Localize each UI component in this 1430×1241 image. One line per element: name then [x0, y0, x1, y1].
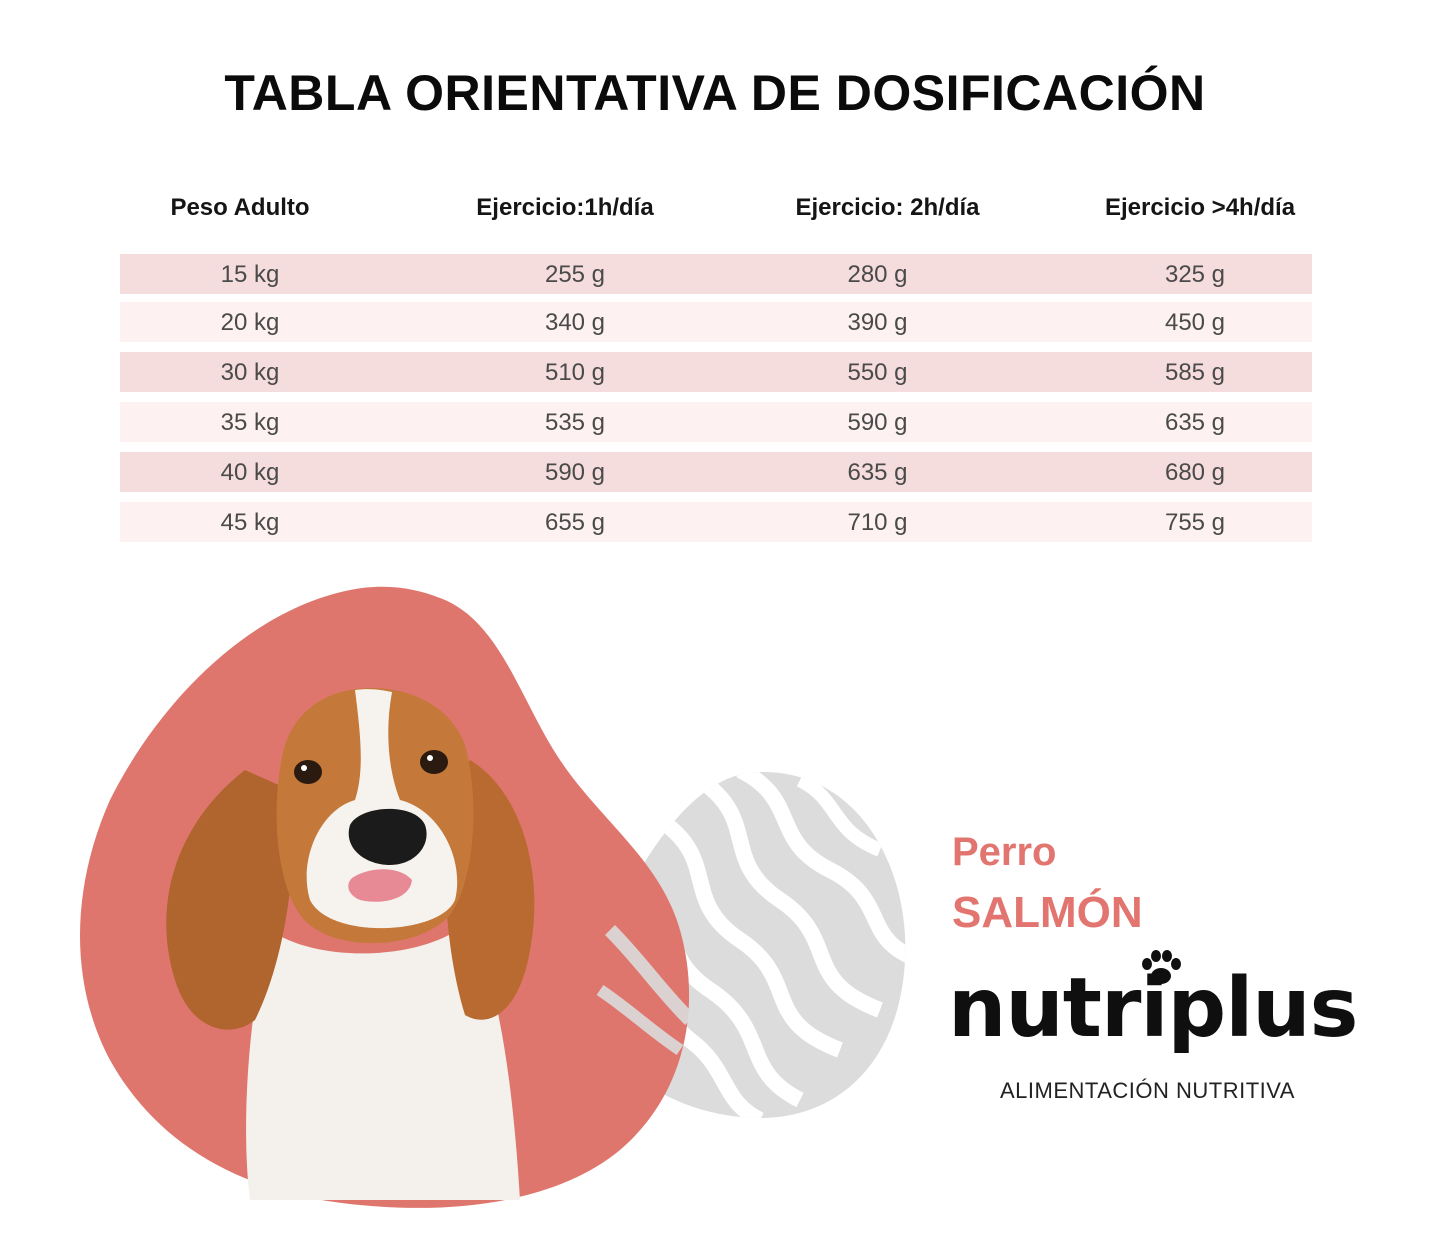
dosage-table: Peso Adulto Ejercicio:1h/día Ejercicio: … — [120, 190, 1312, 542]
cell-dose-4h: 635 g — [1164, 409, 1226, 436]
cell-dose-1h: 340 g — [544, 309, 606, 336]
cell-dose-4h: 450 g — [1164, 309, 1226, 336]
header-weight: Peso Adulto — [170, 194, 310, 221]
cell-weight: 20 kg — [220, 309, 280, 336]
table-row: 30 kg 510 g 550 g 585 g — [120, 352, 1312, 392]
table-row: 35 kg 535 g 590 g 635 g — [120, 402, 1312, 442]
header-exercise-1h: Ejercicio:1h/día — [476, 194, 654, 221]
table-row: 20 kg 340 g 390 g 450 g — [120, 302, 1312, 342]
beagle-puppy-photo — [166, 688, 535, 1200]
cell-dose-2h: 635 g — [847, 459, 908, 486]
cell-dose-2h: 590 g — [847, 409, 908, 436]
cell-weight: 40 kg — [220, 459, 280, 486]
product-species: Perro — [952, 830, 1057, 874]
cell-weight: 30 kg — [220, 359, 280, 386]
brand-tagline: ALIMENTACIÓN NUTRITIVA — [1000, 1078, 1295, 1103]
paw-icon — [1142, 950, 1181, 984]
table-row: 40 kg 590 g 635 g 680 g — [120, 452, 1312, 492]
product-flavor: SALMÓN — [952, 888, 1143, 937]
cell-dose-4h: 755 g — [1164, 509, 1226, 536]
cell-dose-1h: 255 g — [544, 261, 606, 288]
cell-dose-4h: 325 g — [1164, 261, 1226, 288]
cell-dose-4h: 680 g — [1164, 459, 1226, 486]
cell-dose-2h: 710 g — [847, 509, 908, 536]
table-row: 15 kg 255 g 280 g 325 g — [120, 254, 1312, 294]
cell-dose-2h: 280 g — [847, 261, 908, 288]
header-exercise-2h: Ejercicio: 2h/día — [795, 194, 980, 221]
cell-dose-1h: 535 g — [544, 409, 606, 436]
header-exercise-4h: Ejercicio >4h/día — [1104, 194, 1296, 221]
table-row: 45 kg 655 g 710 g 755 g — [120, 502, 1312, 542]
page-title: TABLA ORIENTATIVA DE DOSIFICACIÓN — [224, 65, 1206, 121]
illustration — [80, 586, 906, 1208]
cell-dose-4h: 585 g — [1164, 359, 1226, 386]
cell-dose-1h: 510 g — [544, 359, 606, 386]
cell-weight: 35 kg — [220, 409, 280, 436]
brand-logo: nutriplus — [948, 961, 1358, 1056]
cell-weight: 45 kg — [220, 509, 280, 536]
cell-dose-2h: 390 g — [847, 309, 908, 336]
cell-weight: 15 kg — [220, 261, 280, 288]
cell-dose-1h: 590 g — [544, 459, 606, 486]
table-header: Peso Adulto Ejercicio:1h/día Ejercicio: … — [120, 190, 1312, 240]
cell-dose-1h: 655 g — [544, 509, 606, 536]
cell-dose-2h: 550 g — [847, 359, 908, 386]
